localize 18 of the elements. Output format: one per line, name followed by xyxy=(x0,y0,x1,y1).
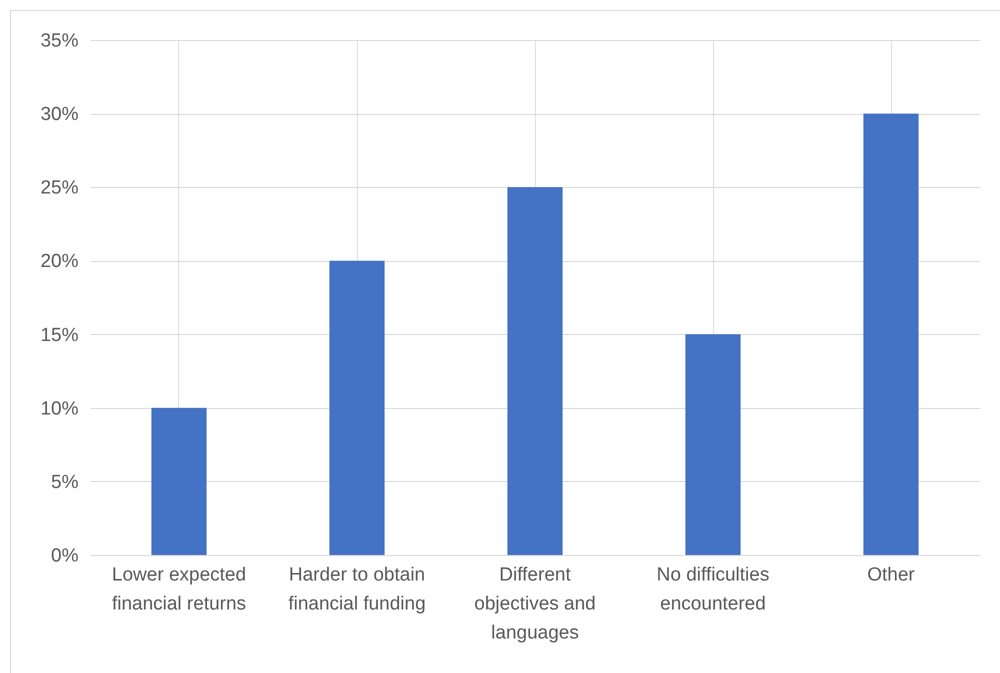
bar xyxy=(329,260,385,555)
x-tick-label: Lower expected financial returns xyxy=(112,564,246,614)
bar xyxy=(863,114,919,555)
y-tick-label: 15% xyxy=(40,324,79,346)
y-tick-label: 35% xyxy=(40,30,79,52)
bar xyxy=(507,187,563,555)
x-tick-label: Other xyxy=(867,564,916,586)
y-tick-label: 5% xyxy=(51,472,79,493)
y-tick-label: 30% xyxy=(40,104,79,126)
y-tick-label: 0% xyxy=(51,546,79,566)
y-tick-label: 25% xyxy=(40,178,79,199)
x-tick-label: No difficulties encountered xyxy=(656,564,770,614)
x-tick-label: Harder to obtain financial funding xyxy=(288,564,426,614)
bar xyxy=(151,408,207,555)
x-tick-label: Different objectives and languages xyxy=(474,564,596,644)
y-tick-label: 10% xyxy=(40,398,79,420)
bar xyxy=(685,334,741,555)
y-tick-label: 20% xyxy=(40,251,79,272)
